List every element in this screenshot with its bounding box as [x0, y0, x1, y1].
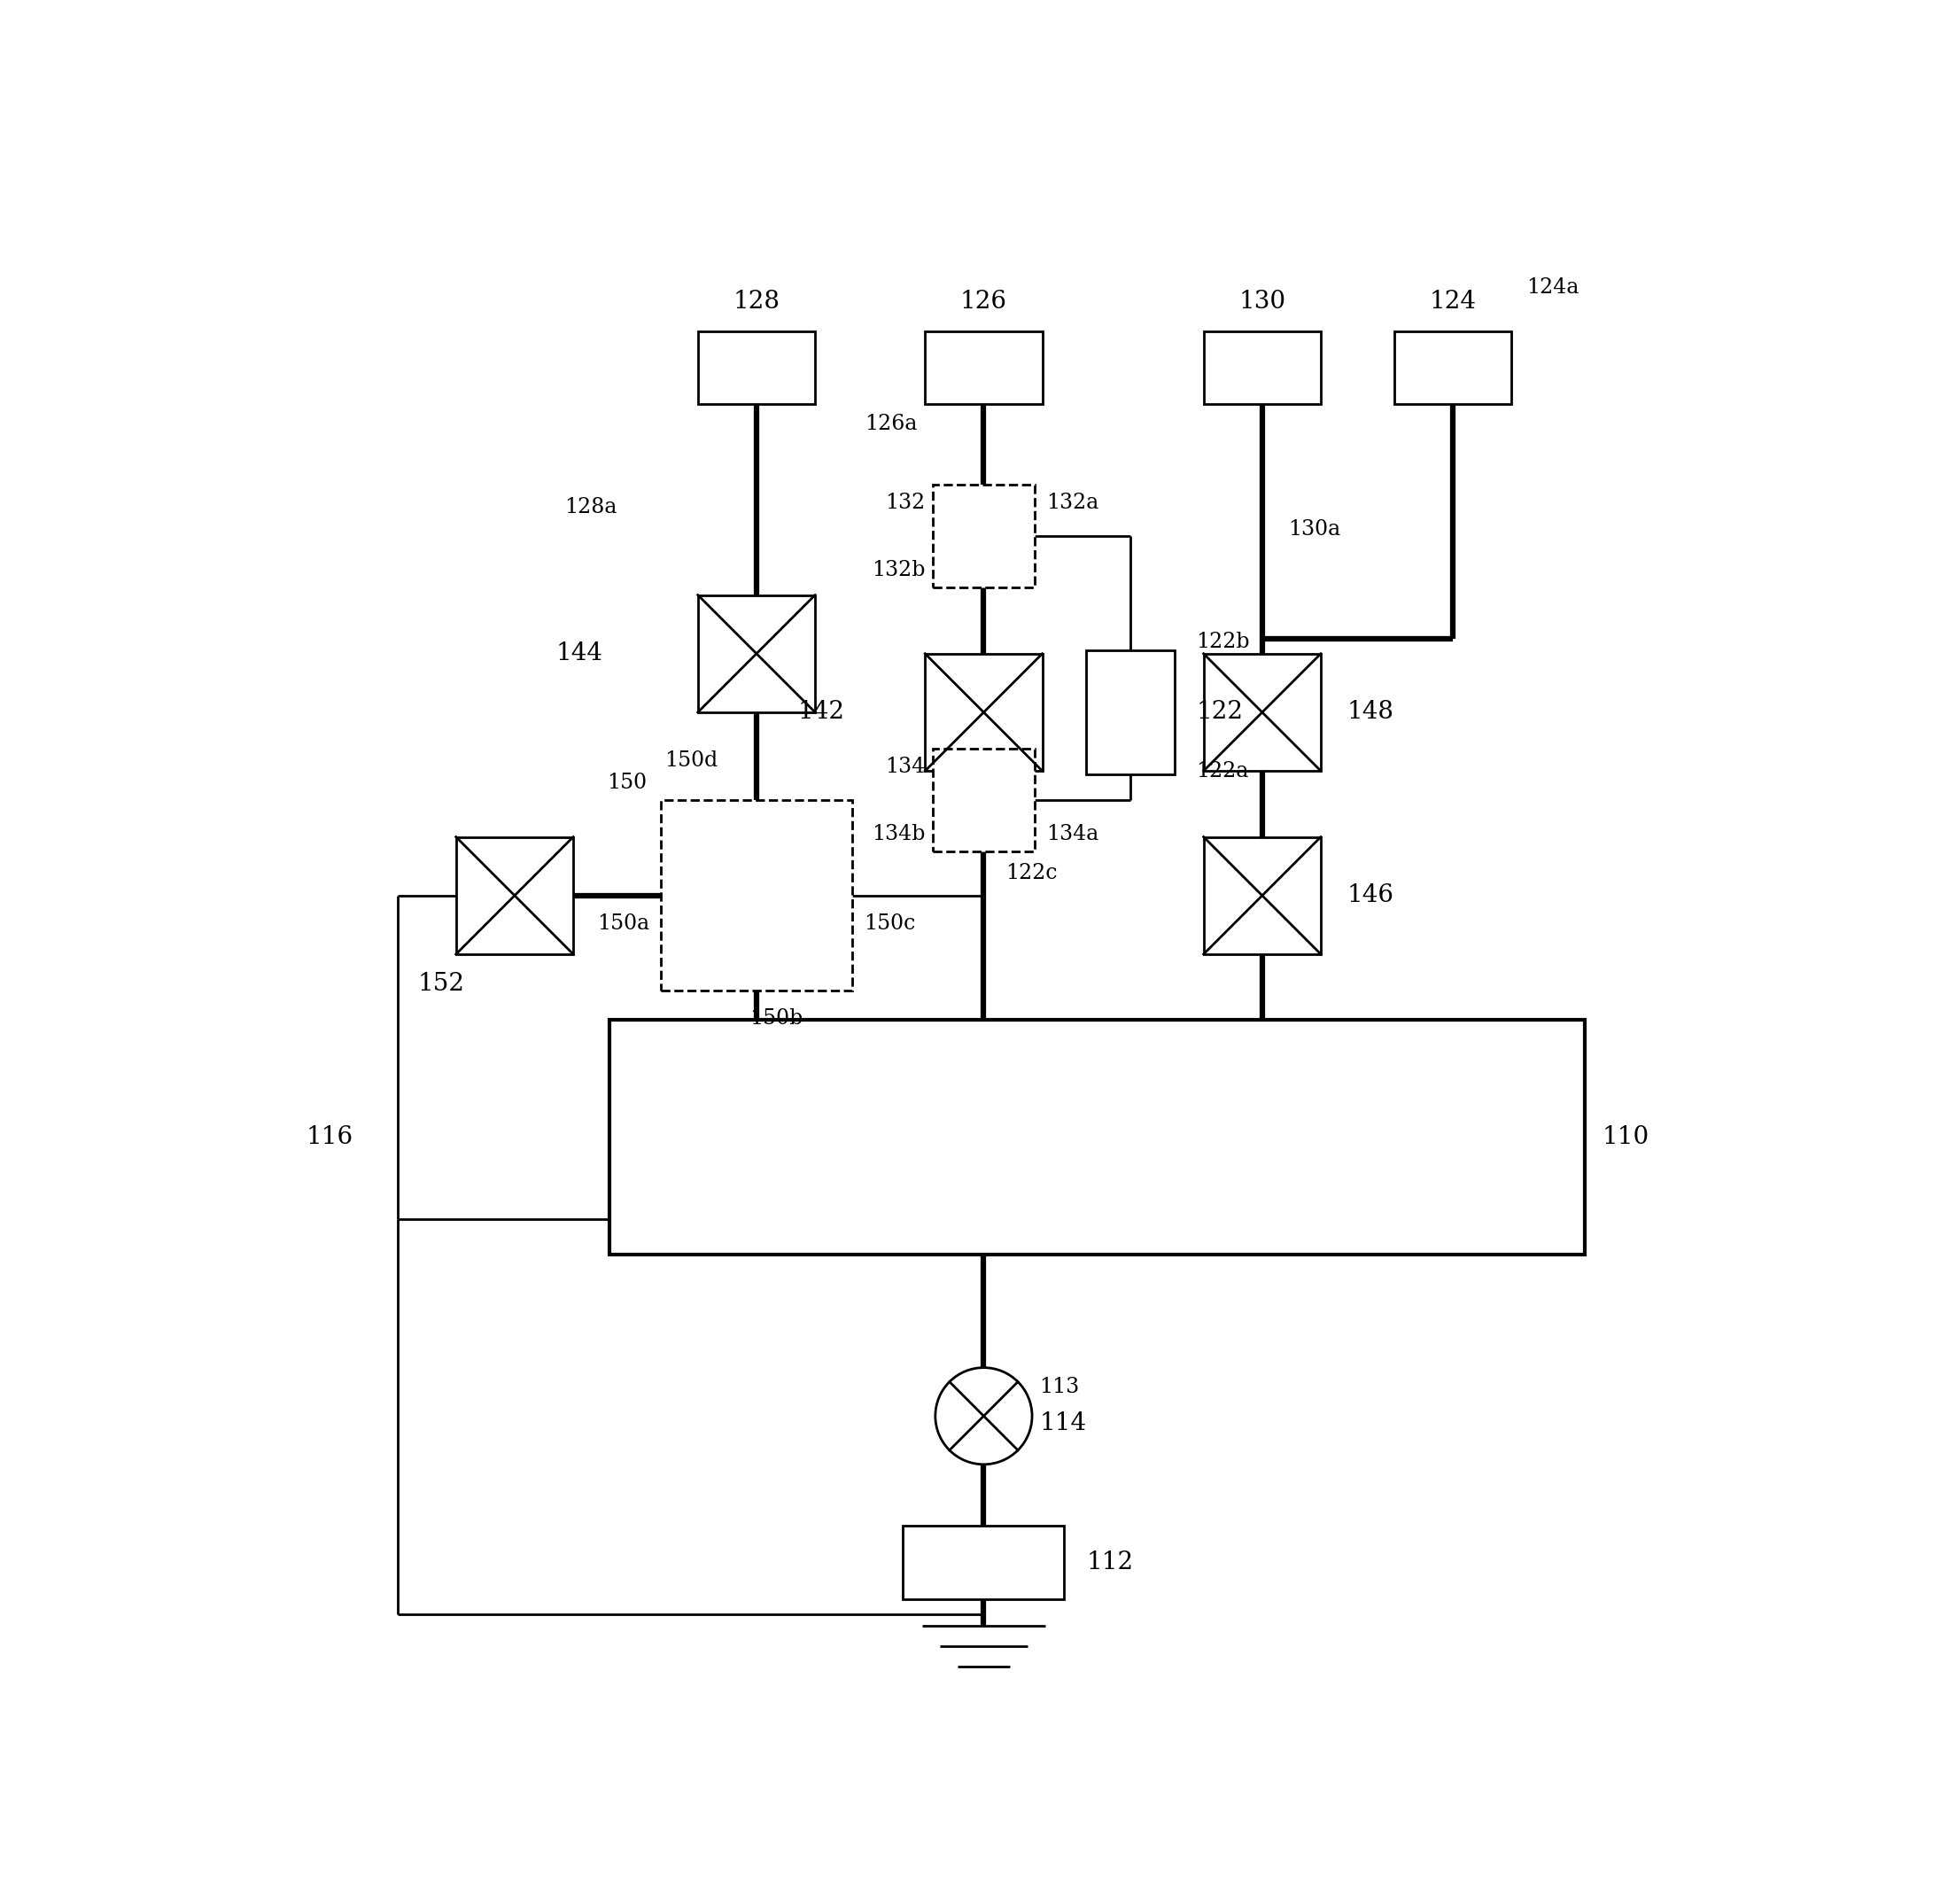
- Text: 113: 113: [1040, 1377, 1079, 1398]
- Bar: [456, 838, 573, 954]
- Text: 134: 134: [884, 756, 925, 777]
- Bar: [925, 331, 1042, 404]
- Text: 132: 132: [884, 493, 925, 512]
- Text: 144: 144: [555, 642, 602, 666]
- Text: 130a: 130a: [1288, 518, 1340, 539]
- Bar: [1204, 838, 1321, 954]
- Text: 122a: 122a: [1196, 762, 1249, 781]
- Text: 148: 148: [1348, 701, 1395, 724]
- Bar: [660, 800, 851, 990]
- Bar: [925, 653, 1042, 771]
- Text: 126a: 126a: [865, 413, 918, 434]
- Text: 122b: 122b: [1196, 632, 1251, 651]
- Text: 132a: 132a: [1046, 493, 1099, 512]
- Bar: [1087, 649, 1175, 775]
- Text: 150a: 150a: [598, 914, 649, 933]
- Bar: [697, 331, 814, 404]
- Text: 112: 112: [1087, 1550, 1134, 1575]
- Text: 116: 116: [306, 1125, 353, 1150]
- Text: 150: 150: [606, 773, 647, 792]
- Bar: [697, 594, 814, 712]
- Text: 152: 152: [419, 971, 466, 996]
- Bar: [904, 1525, 1064, 1599]
- Text: 130: 130: [1239, 289, 1286, 314]
- Text: 124: 124: [1430, 289, 1477, 314]
- Bar: [610, 1021, 1584, 1255]
- Text: 122c: 122c: [1005, 863, 1058, 883]
- Bar: [933, 486, 1034, 588]
- Bar: [933, 748, 1034, 851]
- Text: 132b: 132b: [871, 560, 925, 581]
- Text: 150c: 150c: [863, 914, 916, 933]
- Bar: [1395, 331, 1512, 404]
- Bar: [1204, 331, 1321, 404]
- Text: 128a: 128a: [565, 497, 618, 518]
- Text: 134a: 134a: [1046, 824, 1099, 843]
- Text: 124a: 124a: [1525, 276, 1578, 297]
- Text: 114: 114: [1040, 1411, 1087, 1436]
- Text: 150b: 150b: [750, 1009, 803, 1028]
- Text: 128: 128: [732, 289, 779, 314]
- Text: 150d: 150d: [664, 750, 717, 771]
- Text: 134b: 134b: [871, 824, 925, 843]
- Text: 110: 110: [1603, 1125, 1650, 1150]
- Bar: [1204, 653, 1321, 771]
- Text: 146: 146: [1348, 883, 1395, 908]
- Text: 142: 142: [797, 701, 843, 724]
- Text: 126: 126: [960, 289, 1007, 314]
- Text: 122: 122: [1196, 701, 1243, 724]
